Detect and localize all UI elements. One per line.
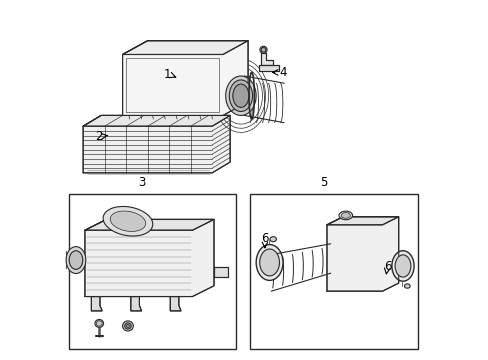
Polygon shape bbox=[214, 267, 228, 276]
Ellipse shape bbox=[256, 244, 283, 280]
Text: 6: 6 bbox=[261, 231, 268, 244]
Text: 6: 6 bbox=[384, 260, 391, 273]
Ellipse shape bbox=[229, 80, 252, 112]
Polygon shape bbox=[122, 41, 247, 54]
Polygon shape bbox=[85, 220, 214, 230]
Ellipse shape bbox=[341, 212, 349, 218]
Ellipse shape bbox=[69, 251, 82, 269]
Ellipse shape bbox=[394, 255, 410, 277]
Polygon shape bbox=[85, 220, 214, 297]
Ellipse shape bbox=[66, 247, 85, 274]
Text: 1: 1 bbox=[163, 68, 171, 81]
Polygon shape bbox=[91, 297, 102, 311]
Ellipse shape bbox=[110, 211, 145, 231]
Text: 5: 5 bbox=[319, 176, 326, 189]
Bar bbox=[69, 194, 235, 348]
Polygon shape bbox=[258, 65, 278, 71]
Ellipse shape bbox=[232, 84, 248, 107]
Ellipse shape bbox=[122, 321, 133, 331]
Ellipse shape bbox=[126, 324, 129, 328]
Text: 4: 4 bbox=[279, 66, 286, 79]
Ellipse shape bbox=[404, 284, 409, 288]
Ellipse shape bbox=[124, 323, 131, 329]
Ellipse shape bbox=[391, 251, 413, 281]
Polygon shape bbox=[326, 217, 398, 225]
Ellipse shape bbox=[259, 249, 279, 276]
Bar bbox=[249, 194, 418, 348]
Ellipse shape bbox=[103, 206, 152, 236]
Ellipse shape bbox=[95, 319, 103, 327]
Ellipse shape bbox=[225, 76, 256, 116]
Polygon shape bbox=[260, 53, 273, 65]
Polygon shape bbox=[326, 217, 398, 291]
Polygon shape bbox=[131, 297, 142, 311]
Ellipse shape bbox=[269, 237, 276, 242]
Polygon shape bbox=[83, 116, 230, 173]
Ellipse shape bbox=[260, 46, 266, 53]
Text: 2: 2 bbox=[95, 130, 103, 143]
Polygon shape bbox=[122, 41, 247, 116]
Ellipse shape bbox=[338, 211, 352, 220]
Ellipse shape bbox=[261, 48, 265, 52]
Polygon shape bbox=[83, 116, 230, 126]
Polygon shape bbox=[170, 297, 181, 311]
Text: 3: 3 bbox=[138, 176, 146, 189]
